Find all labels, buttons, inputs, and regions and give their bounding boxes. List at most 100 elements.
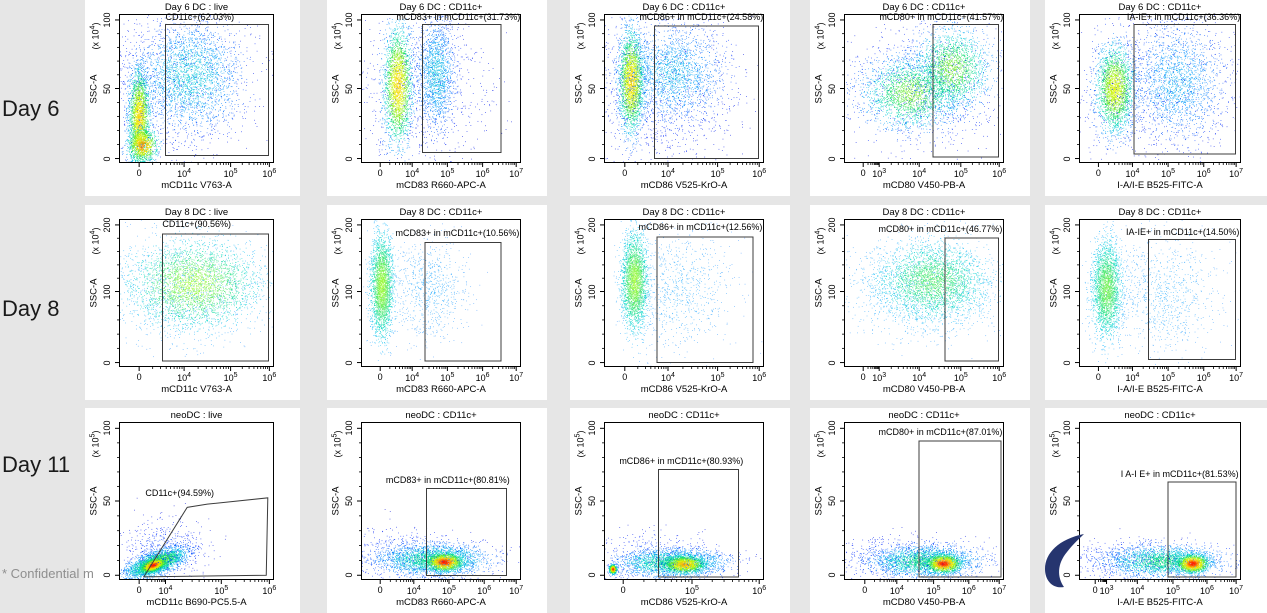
y-axis-label: SSC-A (813, 486, 825, 516)
y-tick-label: 0 (587, 572, 597, 578)
gate-outline (142, 497, 269, 578)
plot-frame-and-gate (1075, 14, 1241, 167)
y-tick-label: 0 (1062, 360, 1072, 366)
gate-label: CD11c+(90.56%) (162, 218, 232, 229)
x-tick-label: 106 (752, 168, 767, 179)
y-axis-label: SSC-A (88, 73, 100, 104)
gate-label: mCD80+ in mCD11c+(46.77%) (878, 223, 1003, 234)
density-scatter-canvas (604, 219, 764, 367)
y-tick-label: 0 (344, 360, 354, 366)
x-tick-label: 107 (509, 372, 524, 383)
x-tick-label: 0 (377, 585, 383, 595)
plot-frame-and-gate (357, 219, 521, 371)
y-axis-multiplier: (x 105) (89, 430, 101, 458)
gate-outline (426, 487, 508, 576)
gate-outline (653, 25, 759, 160)
flow-panel-r2c2: Day 8 DC : CD11c+ mCD83+ in mCD11c+(10.56… (327, 205, 547, 400)
x-axis-label: mCD86 V525-KrO-A (640, 384, 728, 395)
x-tick-label: 104 (405, 168, 420, 179)
y-axis-label: SSC-A (813, 278, 825, 308)
plot-area: IA-IE+ in mCD11c+(36.36%) (1075, 12, 1241, 167)
gate-label: mCD83+ in mCD11c+(31.73%) (396, 12, 521, 23)
x-tick-label: 105 (1161, 168, 1176, 179)
gate-outline (1167, 481, 1237, 578)
gate-outline (657, 468, 739, 578)
y-tick-label: 50 (1062, 83, 1072, 94)
y-axis-multiplier: (x 104) (1049, 22, 1061, 50)
gate-label: mCD83+ in mCD11c+(10.56%) (395, 228, 520, 239)
x-tick-label: 0 (862, 585, 868, 595)
gate-outline (1133, 23, 1236, 155)
flow-panel-r1c4: Day 6 DC : CD11c+ mCD80+ in mCD11c+(41.57… (810, 0, 1030, 196)
x-tick-label: 107 (509, 168, 524, 179)
y-tick-label: 100 (827, 420, 837, 436)
x-tick-label: 106 (475, 168, 490, 179)
density-scatter-canvas (604, 422, 764, 580)
row-label-day-6: Day 6 (2, 96, 60, 121)
y-tick-label: 100 (827, 284, 837, 300)
plot-frame-and-gate (1075, 422, 1241, 584)
y-tick-label: 100 (102, 284, 112, 300)
y-tick-label: 0 (102, 360, 112, 366)
y-tick-label: 200 (1062, 217, 1072, 233)
plot-frame-and-gate (115, 422, 274, 584)
x-tick-label: 106 (475, 372, 490, 383)
y-axis-label: SSC-A (330, 73, 342, 104)
x-axis-label: I-A/I-E B525-FITC-A (1117, 384, 1203, 395)
plot-frame-and-gate (840, 219, 1004, 371)
x-axis-label: mCD11c V763-A (161, 180, 232, 191)
x-tick-label: 104 (406, 585, 421, 596)
x-axis-label: mCD86 V525-KrO-A (640, 597, 728, 608)
x-tick-label: 104 (1125, 168, 1140, 179)
y-tick-label: 0 (344, 156, 354, 162)
density-scatter-canvas (361, 422, 521, 580)
y-axis-multiplier: (x 104) (574, 227, 586, 255)
y-axis-label: SSC-A (573, 278, 585, 308)
x-tick-label: 106 (1200, 585, 1214, 596)
flow-panel-r1c3: Day 6 DC : CD11c+ mCD86+ in mCD11c+(24.58… (570, 0, 790, 196)
gate-outline (165, 23, 270, 157)
y-axis-multiplier: (x 105) (814, 430, 826, 458)
x-tick-label: 104 (661, 372, 675, 383)
x-tick-label: 104 (912, 168, 927, 179)
y-tick-label: 0 (1062, 156, 1072, 162)
density-scatter-canvas (119, 219, 274, 367)
density-scatter-canvas (844, 219, 1004, 367)
x-tick-label: 107 (1229, 372, 1244, 383)
y-tick-label: 50 (344, 495, 354, 507)
gate-label: mCD86+ in mCD11c+(12.56%) (638, 222, 763, 233)
x-tick-label: 106 (1196, 168, 1211, 179)
x-tick-label: 0 (622, 372, 628, 382)
y-axis-label: SSC-A (330, 486, 342, 516)
gate-label: I A-I E+ in mCD11c+(81.53%) (1120, 468, 1239, 479)
x-tick-label: 104 (177, 372, 192, 383)
y-axis-multiplier: (x 105) (331, 430, 343, 458)
x-tick-label: 0 (136, 372, 142, 382)
x-tick-label: 0 (136, 168, 142, 178)
y-tick-label: 0 (344, 572, 354, 578)
plot-area: mCD83+ in mCD11c+(80.81%) (357, 422, 521, 584)
y-tick-label: 50 (827, 495, 837, 507)
panel-title: neoDC : CD11c+ (888, 410, 960, 421)
plot-area: IA-IE+ in mCD11c+(14.50%) (1075, 219, 1241, 371)
x-tick-label: 105 (1165, 585, 1180, 596)
panel-title: Day 8 DC : CD11c+ (642, 207, 726, 218)
y-tick-label: 100 (102, 12, 112, 28)
y-tick-label: 100 (1062, 12, 1072, 28)
y-axis-label: SSC-A (88, 486, 100, 516)
x-tick-label: 105 (440, 372, 455, 383)
y-tick-label: 0 (587, 156, 597, 162)
x-tick-label: 107 (1229, 168, 1244, 179)
x-tick-label: 103 (872, 168, 887, 179)
density-scatter-canvas (1079, 219, 1241, 367)
y-tick-label: 50 (587, 83, 597, 94)
panel-title: Day 6 DC : live (164, 2, 229, 13)
y-tick-label: 100 (587, 12, 597, 28)
plot-frame-and-gate (357, 14, 521, 167)
plot-frame-and-gate (115, 219, 274, 371)
y-axis-label: SSC-A (1048, 486, 1060, 516)
y-tick-label: 200 (587, 217, 597, 233)
x-tick-label: 0 (1095, 372, 1101, 382)
confidential-note: * Confidential m (2, 566, 94, 581)
